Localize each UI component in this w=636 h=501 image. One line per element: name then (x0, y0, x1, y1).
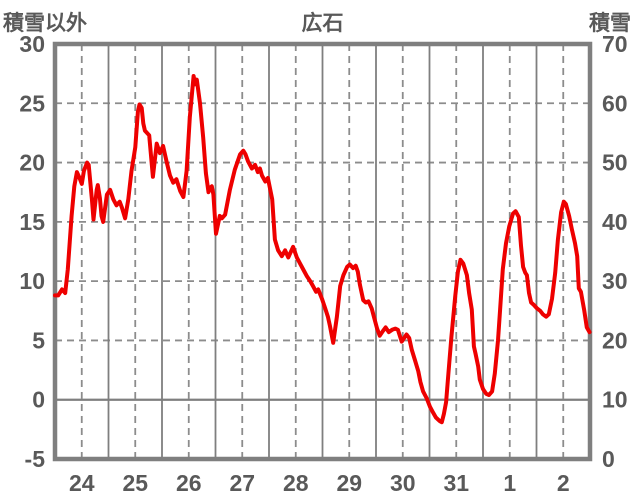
x-axis-tick-27: 27 (229, 470, 255, 496)
y-axis-left-tick-20: 20 (19, 150, 45, 176)
y-axis-left-tick--5: -5 (25, 446, 46, 472)
y-axis-right-tick-70: 70 (602, 31, 628, 57)
chart-title: 広石 (301, 12, 344, 35)
y-axis-right-tick-50: 50 (602, 150, 628, 176)
y-axis-right-tick-30: 30 (602, 268, 628, 294)
y-axis-left-tick-10: 10 (19, 268, 45, 294)
x-axis-tick-2: 2 (557, 470, 570, 496)
left-axis-title: 積雪以外 (3, 12, 87, 35)
x-axis-tick-28: 28 (283, 470, 309, 496)
y-axis-right-tick-0: 0 (602, 446, 615, 472)
y-axis-right-tick-20: 20 (602, 327, 628, 353)
y-axis-left-tick-0: 0 (32, 387, 45, 413)
x-axis-tick-1: 1 (503, 470, 516, 496)
y-axis-left-tick-25: 25 (19, 90, 45, 116)
x-axis-tick-26: 26 (176, 470, 202, 496)
x-axis-tick-25: 25 (122, 470, 148, 496)
x-axis-tick-29: 29 (336, 470, 362, 496)
x-axis-tick-24: 24 (69, 470, 95, 496)
y-axis-left-tick-15: 15 (19, 209, 45, 235)
y-axis-right-tick-60: 60 (602, 90, 628, 116)
plot-border (52, 41, 593, 462)
y-axis-right-tick-10: 10 (602, 387, 628, 413)
x-axis-tick-30: 30 (390, 470, 416, 496)
right-axis-title: 積雪 (589, 12, 631, 35)
y-axis-left-tick-30: 30 (19, 31, 45, 57)
y-axis-left-tick-5: 5 (32, 327, 45, 353)
y-axis-right-tick-40: 40 (602, 209, 628, 235)
x-axis-tick-31: 31 (443, 470, 469, 496)
series-line-積雪以外 (53, 74, 592, 425)
